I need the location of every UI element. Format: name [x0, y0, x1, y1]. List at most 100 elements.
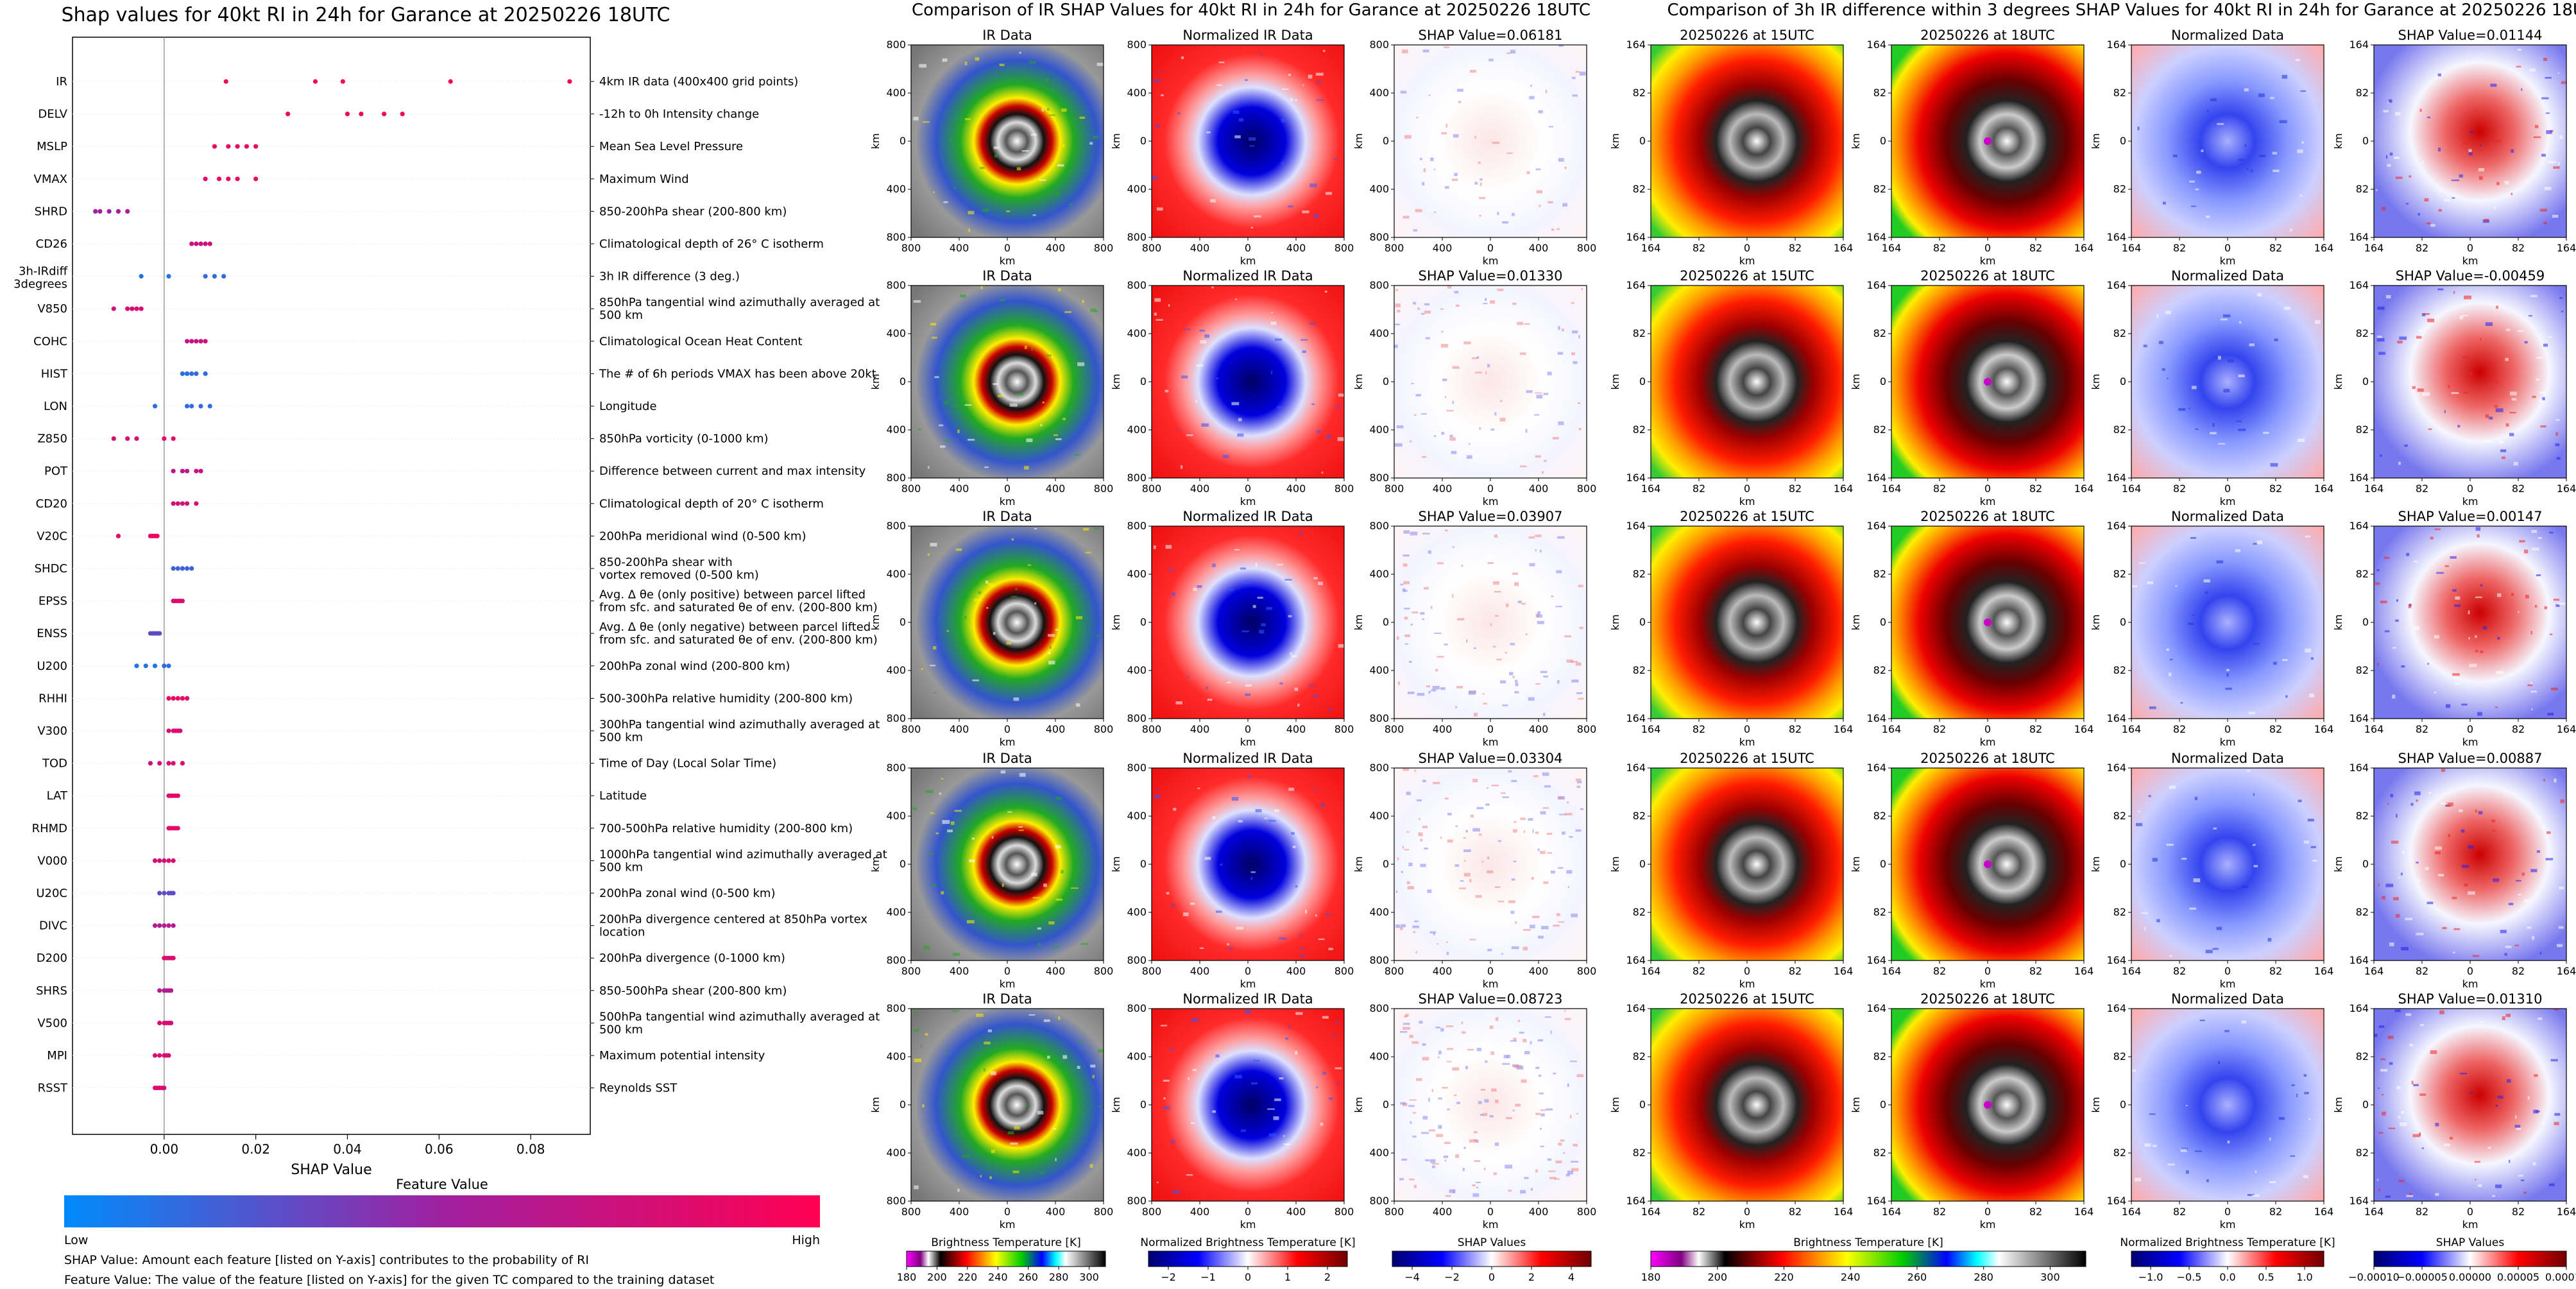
panel-speckle: [2480, 337, 2482, 341]
panel-title: SHAP Value=0.01330: [1419, 268, 1563, 284]
panel-speckle: [1539, 1092, 1544, 1095]
feature-description: 700-500hPa relative humidity (200-800 km…: [599, 822, 853, 835]
panel-speckle: [2518, 611, 2520, 613]
panel-speckle: [2405, 918, 2412, 921]
shap-point: [171, 501, 176, 506]
panel-speckle: [1215, 1054, 1220, 1058]
panel-speckle: [1535, 168, 1541, 171]
panel-speckle: [2395, 914, 2400, 918]
panel-speckle: [2548, 160, 2556, 164]
shap-point: [162, 891, 167, 896]
panel-x-tick-label: 164: [1641, 1206, 1661, 1218]
panel-speckle: [2389, 152, 2393, 156]
panel-speckle: [1487, 787, 1488, 789]
panel-speckle: [1456, 1102, 1460, 1104]
feature-description-cont: 500 km: [599, 1023, 643, 1036]
panel-x-axis-label: km: [1980, 255, 1996, 267]
panel-x-tick-label: 82: [2269, 723, 2282, 735]
panel-speckle: [1429, 931, 1437, 934]
panel-speckle: [1537, 614, 1543, 618]
feature-name: HIST: [41, 367, 68, 380]
panel-speckle: [2462, 356, 2470, 359]
panel-speckle: [2395, 112, 2401, 116]
panel-y-tick-label: 82: [2356, 327, 2369, 339]
panel-y-tick-label: 82: [2113, 664, 2126, 676]
panel-speckle: [1576, 1074, 1584, 1077]
panel-x-axis-label: km: [1000, 978, 1016, 990]
panel-speckle: [2298, 799, 2302, 803]
panel-speckle: [954, 405, 959, 407]
panel-speckle: [1426, 685, 1431, 688]
panel-speckle: [2304, 1091, 2309, 1095]
panel-speckle: [1554, 1178, 1560, 1180]
panel-speckle: [972, 679, 979, 681]
panel-speckle: [1321, 472, 1324, 474]
panel-x-tick-label: 164: [1834, 965, 1854, 977]
panel-speckle: [2255, 1170, 2257, 1174]
panel-speckle: [1511, 946, 1519, 950]
panel-speckle: [2530, 869, 2538, 873]
panel-speckle: [1453, 1095, 1457, 1097]
panel-speckle: [1207, 698, 1213, 701]
panel-speckle: [1163, 1097, 1166, 1100]
panel-speckle: [2148, 795, 2151, 798]
panel-title: Normalized Data: [2171, 28, 2284, 43]
panel-speckle: [2138, 562, 2145, 564]
panel-speckle: [1446, 409, 1454, 412]
shap-point: [184, 696, 190, 701]
shap-point: [162, 858, 167, 863]
panel-y-axis-label: km: [1352, 615, 1365, 631]
feature-description-cont: 500 km: [599, 731, 643, 744]
panel-speckle: [2457, 425, 2461, 428]
panel-speckle: [2441, 803, 2448, 805]
panel-speckle: [1421, 456, 1427, 458]
panel-speckle: [2517, 49, 2521, 51]
panel-speckle: [1493, 1172, 1497, 1175]
panel-y-tick-label: 800: [886, 472, 906, 484]
panel-speckle: [2248, 712, 2256, 715]
panel-speckle: [1428, 550, 1431, 554]
panel-x-tick-label: 164: [1882, 1206, 1902, 1218]
panel-speckle: [1048, 921, 1055, 925]
panel-title: SHAP Value=0.06181: [1419, 28, 1563, 43]
panel-speckle: [1407, 691, 1415, 694]
panel-image: [1152, 45, 1344, 237]
panel-speckle: [1558, 921, 1565, 923]
panel-speckle: [1270, 321, 1277, 325]
panel-y-tick-label: 400: [1127, 1050, 1147, 1063]
shap-point: [184, 566, 190, 571]
panel-speckle: [1550, 870, 1555, 874]
shap-point: [168, 988, 174, 993]
shap-point: [184, 371, 190, 377]
panel-speckle: [1227, 943, 1229, 946]
panel-speckle: [1490, 428, 1495, 431]
panel-speckle: [1535, 455, 1541, 458]
panel-speckle: [2194, 796, 2198, 801]
panel-speckle: [2509, 391, 2517, 396]
panel-speckle: [2412, 386, 2416, 389]
panel-y-tick-label: 0: [1639, 616, 1646, 628]
shap-point: [226, 176, 231, 182]
feature-name: DELV: [38, 108, 67, 121]
feature-name: RSST: [38, 1082, 68, 1095]
panel-speckle: [1412, 925, 1420, 928]
feature-name: ENSS: [37, 627, 67, 640]
shap-point: [157, 761, 162, 766]
panel-speckle: [1492, 581, 1499, 585]
panel-speckle: [1093, 135, 1099, 139]
panel-speckle: [1274, 1098, 1281, 1102]
panel-image: [1394, 1009, 1587, 1201]
panel-speckle: [2378, 1088, 2380, 1089]
panel-speckle: [2387, 1036, 2394, 1039]
shap-point: [221, 274, 226, 279]
panel-speckle: [939, 792, 942, 795]
panel-speckle: [2509, 1159, 2511, 1163]
panel-speckle: [2398, 461, 2401, 465]
panel-speckle: [2536, 357, 2543, 359]
panel-speckle: [2166, 648, 2169, 651]
colorbar-tick-label: −1: [1200, 1271, 1216, 1283]
panel-y-tick-label: 164: [1866, 954, 1886, 966]
panel-image: [2374, 286, 2566, 478]
panel-y-tick-label: 82: [1873, 1147, 1886, 1159]
